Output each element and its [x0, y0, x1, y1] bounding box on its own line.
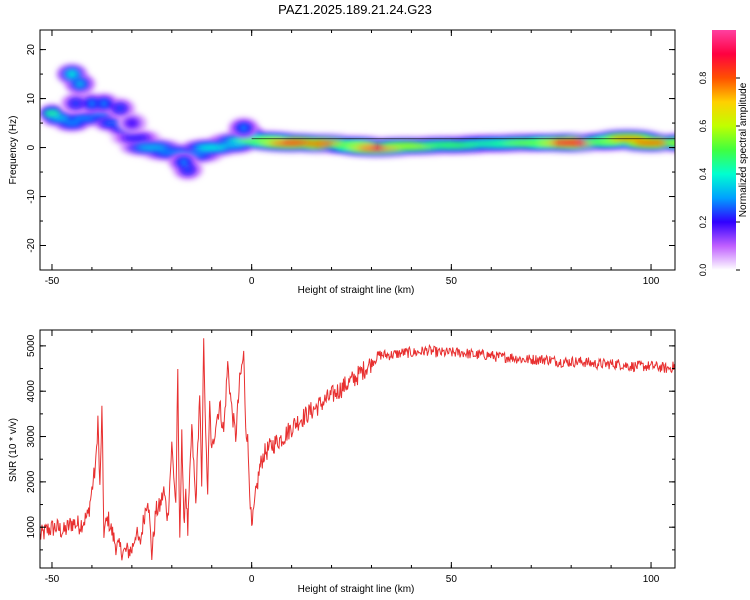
x-tick-label: 50	[446, 574, 458, 585]
ridge-point	[72, 116, 96, 121]
colorbar-tick-label: 0.0	[698, 264, 708, 277]
y-tick-label: 2000	[26, 470, 37, 493]
blob-point	[75, 80, 85, 87]
y-tick-label: 0	[26, 144, 37, 150]
blob-point	[67, 71, 77, 78]
colorbar: 0.0 0.2 0.4 0.6 0.8 Normalized spectral ampl…	[698, 30, 749, 276]
y-tick-label: 3000	[26, 425, 37, 448]
snr-panel: -50 0 50 100 1000 2000 3000 4000 5000 Height of …	[8, 329, 676, 595]
snr-ylabel: SNR (10 * v/v)	[8, 418, 19, 482]
y-tick-label: -10	[26, 189, 37, 204]
ridge-point	[666, 140, 675, 145]
ridge-point	[137, 145, 166, 150]
y-tick-label: 5000	[26, 334, 37, 357]
x-tick-label: -50	[45, 574, 60, 585]
spectrogram-ticks: -50 0 50 100 -20 -10 0 10 20	[26, 30, 675, 287]
blob-point	[71, 100, 81, 107]
y-tick-label: 1000	[26, 516, 37, 539]
spectrogram-marks	[40, 64, 675, 180]
snr-ticks: -50 0 50 100 1000 2000 3000 4000 5000	[26, 330, 675, 585]
x-tick-label: 0	[249, 574, 255, 585]
colorbar-tick-label: 0.8	[698, 72, 708, 85]
snr-xlabel: Height of straight line (km)	[298, 584, 415, 595]
colorbar-ticks: 0.0 0.2 0.4 0.6 0.8	[698, 72, 740, 277]
colorbar-gradient	[712, 30, 736, 270]
blob-point	[183, 166, 193, 173]
blob-point	[115, 105, 125, 112]
x-tick-label: -50	[45, 276, 60, 287]
ridge-point	[331, 142, 372, 148]
ridge-point	[269, 140, 314, 145]
ridge-point	[44, 111, 60, 116]
ridge-point	[103, 120, 121, 126]
y-tick-label: 20	[26, 44, 37, 56]
colorbar-tick-label: 0.6	[698, 120, 708, 133]
blob-layer	[67, 71, 249, 173]
ridge-point	[220, 142, 243, 148]
colorbar-tick-label: 0.2	[698, 216, 708, 229]
snr-series-line	[40, 338, 675, 561]
ridge-point	[634, 140, 668, 145]
colorbar-label: Normalized spectral amplitude	[738, 82, 749, 217]
ridge-point	[51, 116, 69, 121]
chart-title: PAZ1.2025.189.21.24.G23	[278, 2, 432, 17]
spectrogram-frame	[39, 29, 676, 271]
y-tick-label: 10	[26, 93, 37, 105]
ridge-point	[197, 145, 226, 150]
blob-point	[179, 159, 189, 166]
x-tick-label: 100	[643, 276, 660, 287]
x-tick-label: 100	[643, 574, 660, 585]
spectrogram-xlabel: Height of straight line (km)	[298, 285, 415, 296]
x-tick-label: 0	[249, 276, 255, 287]
ridge-point	[586, 139, 620, 144]
snr-frame	[39, 329, 676, 569]
y-tick-label: -20	[26, 238, 37, 253]
ridge-point	[124, 135, 147, 140]
ridge-point	[63, 120, 81, 126]
ridge-point	[503, 140, 560, 145]
ridge-point	[548, 140, 594, 145]
x-tick-label: 50	[446, 276, 458, 287]
blob-point	[99, 100, 109, 107]
blob-point	[127, 120, 137, 127]
colorbar-tick-label: 0.4	[698, 168, 708, 181]
spectrogram-panel: -50 0 50 100 -20 -10 0 10 20 Height of straight …	[8, 29, 676, 296]
spectrogram-ylabel: Frequency (Hz)	[8, 116, 19, 185]
y-tick-label: 4000	[26, 380, 37, 403]
ridge-layer	[44, 111, 675, 158]
blob-point	[239, 125, 249, 131]
blob-point	[87, 100, 97, 107]
